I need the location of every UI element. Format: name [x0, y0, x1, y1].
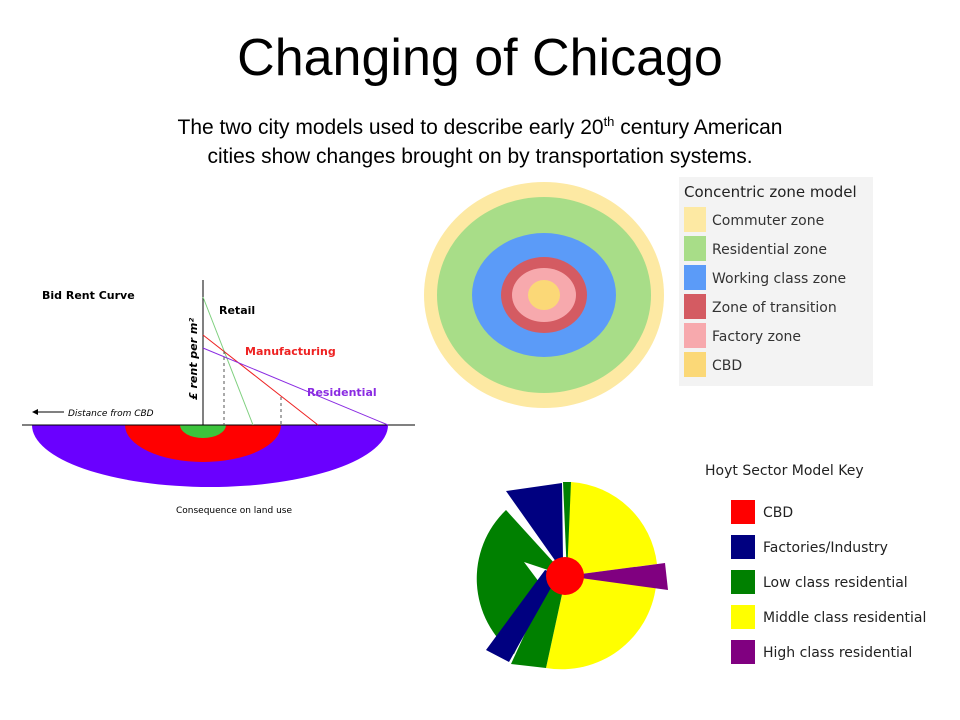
cbd-swatch: [684, 352, 706, 377]
zone-of-transition-label: Zone of transition: [712, 300, 837, 316]
working-class-zone-swatch: [684, 265, 706, 290]
cbd-circle: [546, 557, 584, 595]
industry-sector-south: [486, 570, 566, 662]
subtitle-line1-start: The two city models used to describe ear…: [177, 116, 604, 139]
low-class-sector-north: [563, 482, 571, 576]
x-axis-label: Distance from CBD: [68, 409, 154, 419]
working-class-zone-label: Working class zone: [712, 271, 846, 287]
bid-rent-heading: Bid Rent Curve: [42, 289, 135, 302]
residential-zone-label: Residential zone: [712, 242, 827, 258]
low-class-sector-west: [476, 510, 566, 654]
subtitle-line2: cities show changes brought on by transp…: [207, 145, 753, 168]
residential-zone-swatch: [684, 236, 706, 261]
hoyt-low-class-label: Low class residential: [763, 575, 908, 591]
bid-rent-diagram: Bid Rent Curve Retail Manufacturing Resi…: [22, 280, 415, 516]
factory-zone-label: Factory zone: [712, 329, 801, 345]
zone-of-transition-swatch: [684, 294, 706, 319]
page-subtitle: The two city models used to describe ear…: [120, 113, 840, 171]
industry-sector-north: [506, 483, 566, 576]
hoyt-industry-label: Factories/Industry: [763, 540, 888, 556]
high-class-sector: [566, 563, 668, 590]
hoyt-high-class-label: High class residential: [763, 645, 912, 661]
middle-class-sector-north: [566, 482, 657, 576]
hoyt-cbd-label: CBD: [763, 505, 793, 521]
retail-label: Retail: [219, 304, 255, 317]
hoyt-industry-swatch: [731, 535, 755, 559]
cbd-zone-label: CBD: [712, 358, 742, 374]
concentric-legend-box: [679, 177, 873, 386]
manufacturing-rent-line: [202, 334, 319, 426]
y-axis-label: £ rent per m²: [187, 318, 200, 400]
hoyt-middle-class-swatch: [731, 605, 755, 629]
hoyt-low-class-swatch: [731, 570, 755, 594]
hoyt-high-class-swatch: [731, 640, 755, 664]
factory-zone-swatch: [684, 323, 706, 348]
middle-class-sector-south: [546, 576, 656, 670]
hoyt-sector-diagram: Hoyt Sector Model Key CBD Factories/Indu…: [476, 463, 926, 670]
concentric-zone-diagram: Concentric zone model Commuter zone Resi…: [424, 177, 873, 408]
hoyt-middle-class-label: Middle class residential: [763, 610, 926, 626]
commuter-zone-label: Commuter zone: [712, 213, 824, 229]
commuter-zone-swatch: [684, 207, 706, 232]
page-title: Changing of Chicago: [237, 29, 723, 87]
residential-rent-line: [202, 347, 389, 426]
distance-arrowhead: [32, 409, 38, 415]
hoyt-cbd-swatch: [731, 500, 755, 524]
land-use-caption: Consequence on land use: [176, 506, 292, 516]
subtitle-superscript: th: [603, 114, 615, 129]
low-class-sector-south: [511, 576, 566, 668]
manufacturing-label: Manufacturing: [245, 345, 336, 358]
residential-label: Residential: [307, 386, 377, 399]
cbd-center: [528, 280, 560, 310]
hoyt-legend-heading: Hoyt Sector Model Key: [705, 463, 864, 479]
manufacturing-land-band: [125, 425, 281, 462]
concentric-legend-heading: Concentric zone model: [684, 183, 857, 201]
retail-rent-line: [202, 296, 254, 426]
retail-land-band: [180, 425, 226, 438]
subtitle-line1-end: century American: [614, 116, 783, 139]
